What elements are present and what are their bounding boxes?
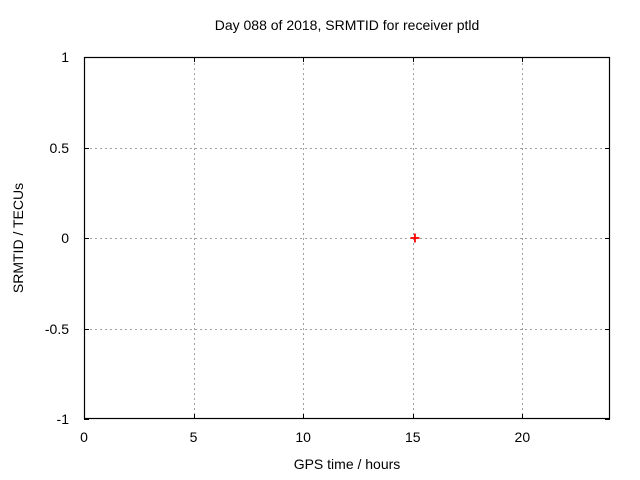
x-tick-label: 10 xyxy=(295,429,311,445)
x-axis-label: GPS time / hours xyxy=(293,456,401,472)
y-tick-label: -1 xyxy=(56,411,69,427)
x-tick-label: 20 xyxy=(514,429,531,445)
chart-title: Day 088 of 2018, SRMTID for receiver ptl… xyxy=(214,17,480,33)
x-tick-label: 0 xyxy=(80,429,88,445)
y-tick-label: 0.5 xyxy=(49,139,69,156)
y-tick-label: -0.5 xyxy=(44,320,69,337)
x-tick-label: 5 xyxy=(189,429,198,445)
y-tick-label: 1 xyxy=(61,49,69,65)
plot-border xyxy=(83,56,611,420)
y-tick-label: 0 xyxy=(61,230,69,246)
x-tick-label: 15 xyxy=(404,429,421,445)
